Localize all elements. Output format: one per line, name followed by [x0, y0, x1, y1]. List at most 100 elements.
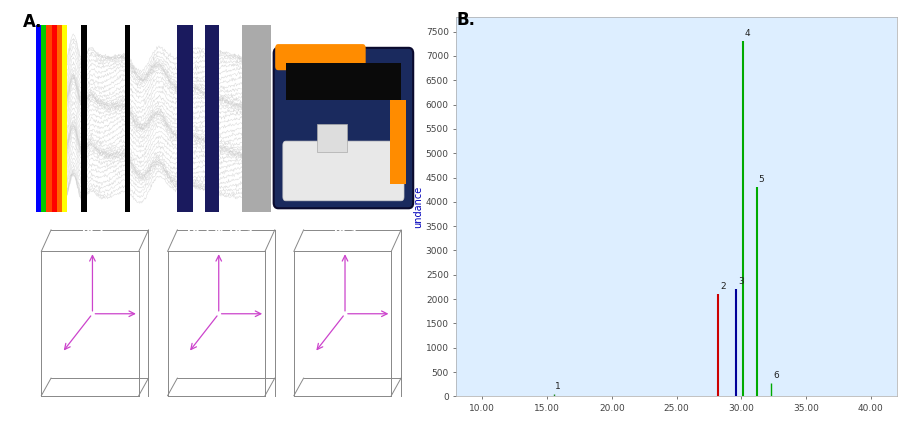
Point	[220, 328, 235, 335]
Point	[201, 330, 216, 337]
Point	[238, 317, 253, 324]
Point	[195, 317, 209, 324]
Bar	[57, 25, 62, 212]
Point	[352, 322, 366, 329]
Point	[228, 293, 243, 299]
Point	[105, 257, 119, 264]
Point	[78, 331, 93, 338]
Point	[51, 316, 65, 323]
Point	[97, 304, 112, 310]
Point	[118, 254, 133, 260]
Point	[206, 325, 220, 332]
Point	[211, 338, 226, 345]
Point	[78, 292, 93, 298]
Point	[226, 297, 240, 304]
Text: 2: 2	[720, 282, 725, 291]
Point	[240, 285, 254, 292]
Point	[206, 318, 220, 324]
Point	[210, 297, 225, 304]
Point	[189, 339, 203, 346]
Point	[97, 301, 112, 308]
Point	[367, 304, 382, 310]
Bar	[286, 63, 400, 100]
Point	[216, 322, 231, 329]
Text: A.: A.	[23, 13, 42, 31]
Point	[248, 278, 262, 285]
Point	[195, 347, 209, 354]
Point	[84, 344, 98, 351]
Point	[126, 336, 141, 343]
Point	[193, 308, 207, 315]
Point	[239, 298, 253, 304]
Point	[198, 300, 212, 307]
Point	[367, 309, 382, 315]
Point	[220, 285, 235, 292]
Point	[244, 282, 258, 289]
Point	[63, 266, 78, 273]
Point	[216, 329, 230, 335]
Point	[204, 315, 218, 322]
Point	[90, 355, 105, 362]
Point	[214, 332, 228, 339]
Point	[60, 283, 75, 290]
Point	[81, 332, 96, 339]
Point	[210, 320, 225, 326]
Point	[82, 284, 97, 291]
Point	[73, 325, 87, 332]
Point	[102, 321, 116, 328]
Point	[227, 355, 242, 362]
Point	[213, 335, 227, 342]
Point	[214, 313, 228, 320]
Point	[230, 295, 244, 301]
Point	[235, 279, 249, 286]
Point	[95, 351, 109, 358]
Point	[215, 313, 229, 320]
Point	[188, 301, 202, 308]
Point	[76, 300, 90, 307]
Point	[214, 304, 228, 310]
Point	[220, 298, 235, 305]
Point	[39, 330, 53, 337]
Point	[364, 294, 378, 301]
Point	[202, 313, 216, 320]
Text: 18:1: 18:1	[79, 226, 106, 236]
Point	[76, 318, 90, 325]
Point	[357, 307, 372, 314]
Point	[52, 330, 67, 337]
Point	[205, 319, 219, 326]
Point	[224, 304, 238, 311]
Point	[230, 293, 244, 299]
Point	[71, 348, 86, 355]
Point	[209, 319, 224, 326]
Point	[93, 323, 107, 329]
Point	[218, 311, 233, 318]
Point	[249, 273, 263, 280]
Point	[81, 303, 96, 310]
Point	[55, 333, 69, 340]
Point	[365, 306, 380, 313]
Point	[369, 308, 383, 315]
Point	[184, 332, 198, 339]
Point	[213, 313, 227, 320]
Point	[217, 335, 232, 342]
Point	[75, 357, 89, 363]
Text: 3: 3	[738, 277, 744, 287]
Point	[184, 330, 198, 337]
Point	[69, 304, 84, 311]
Point	[82, 302, 97, 309]
Bar	[177, 25, 193, 212]
Point	[69, 334, 83, 341]
Point	[362, 303, 376, 310]
Point	[216, 343, 230, 350]
Point	[201, 315, 216, 322]
Point	[190, 292, 205, 298]
Point	[200, 314, 215, 321]
Point	[223, 351, 237, 357]
Point	[229, 292, 244, 298]
Point	[363, 297, 377, 304]
FancyBboxPatch shape	[283, 141, 404, 201]
Point	[208, 315, 223, 321]
Point	[68, 315, 82, 322]
Point	[180, 331, 195, 338]
Point	[184, 348, 198, 354]
